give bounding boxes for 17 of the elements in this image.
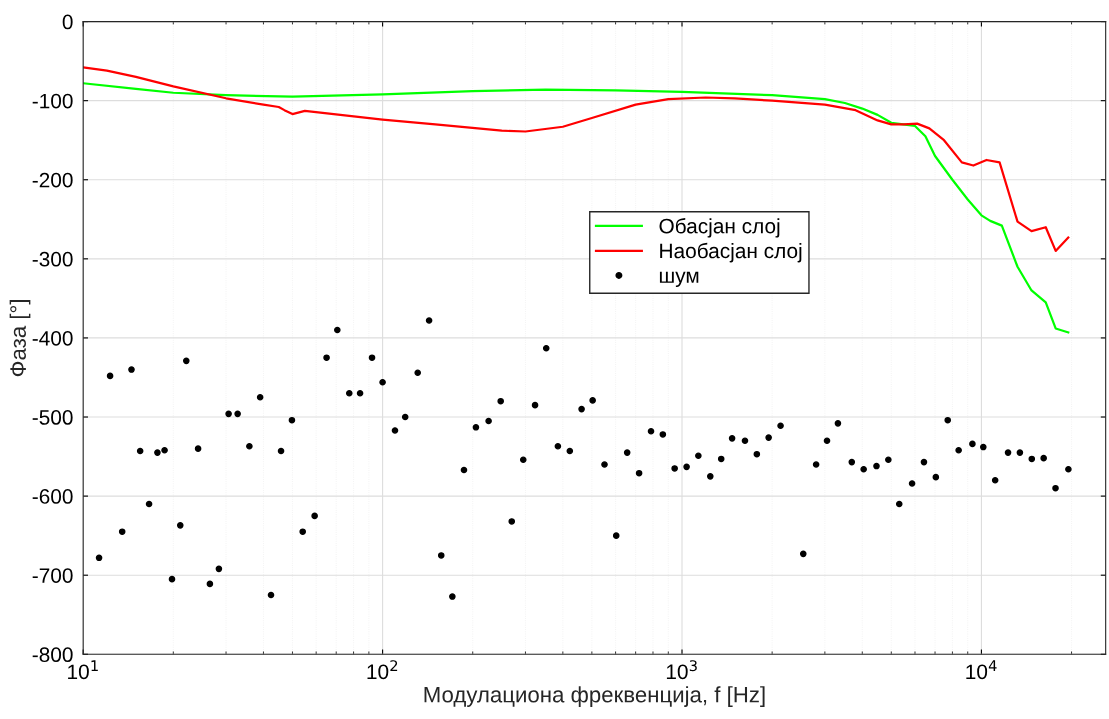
- legend-label: шум: [659, 271, 699, 288]
- x-tick-label: 10$^{2}$: [367, 660, 398, 680]
- y-tick-label: -100: [32, 93, 73, 109]
- legend-label: Наобасјан слој: [660, 242, 802, 263]
- y-tick-label: 0: [62, 14, 73, 30]
- y-tick-label: -800: [32, 647, 73, 663]
- y-tick-label: -600: [32, 489, 73, 504]
- y-tick-label: -500: [32, 410, 73, 425]
- x-tick-label: 10$^{4}$: [966, 660, 997, 680]
- y-tick-label: -400: [32, 330, 73, 346]
- legend-label: Обасјан слој: [659, 217, 780, 238]
- y-axis-title: Фаза [°]: [9, 300, 31, 377]
- y-tick-label: -700: [32, 568, 73, 583]
- y-tick-label: -300: [32, 251, 73, 267]
- x-axis-title: Модулациона фреквенција, f [Hz]: [424, 686, 765, 707]
- y-tick-label: -200: [32, 172, 73, 188]
- x-tick-label: 10$^{3}$: [666, 660, 697, 680]
